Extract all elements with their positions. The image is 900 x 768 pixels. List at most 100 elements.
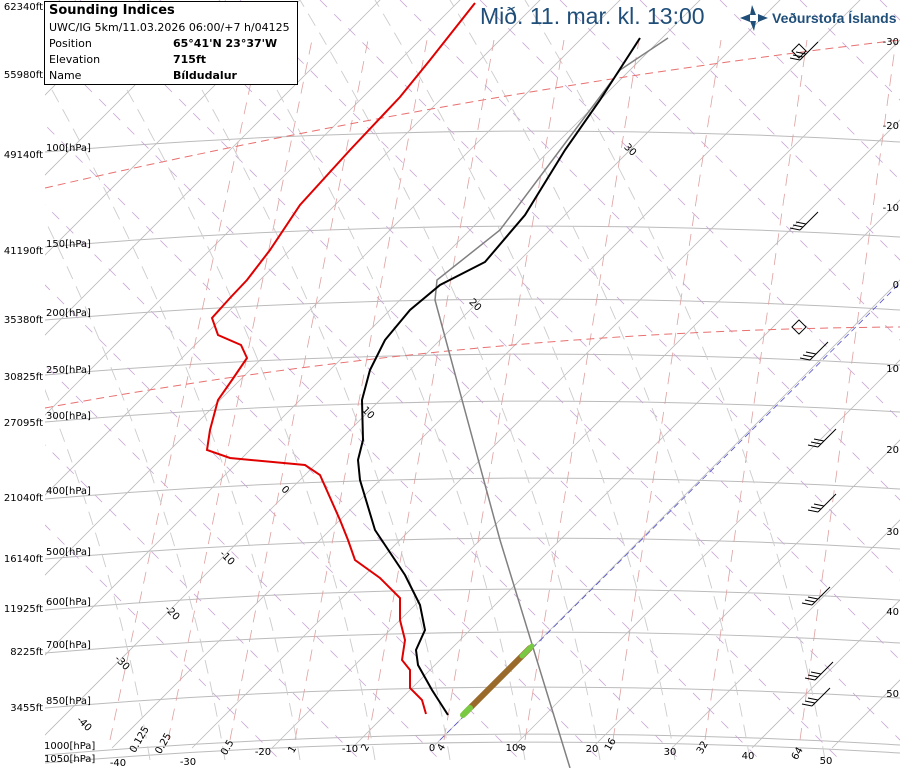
altitude-label: 49140ft (4, 150, 43, 161)
dry-adiabat-line (45, 124, 681, 761)
dry-adiabat-line (79, 0, 841, 761)
temperature-line (356, 37, 641, 716)
altitude-label: 16140ft (4, 554, 43, 565)
mixing-ratio-label: 16 (603, 736, 619, 753)
dry-adiabat-line (879, 0, 900, 21)
isotherm-line (751, 599, 900, 749)
info-label: Position (49, 37, 92, 50)
wind-barb-icon (807, 493, 837, 513)
mixing-ratio-line (443, 39, 565, 741)
adiabat-label: -10 (217, 549, 236, 568)
barb-flag (813, 438, 825, 442)
vedurstofa-logo: Veðurstofa Íslands (740, 5, 896, 31)
mixing-ratio-label: 4 (435, 742, 448, 753)
bottom-temp-label: 0 (429, 743, 435, 754)
pressure-label: 100[hPa] (46, 143, 91, 154)
altitude-label: 55980ft (4, 70, 43, 81)
isotherm-line (591, 439, 900, 749)
barb-flag (801, 703, 813, 707)
right-temp-label: 10 (886, 364, 899, 375)
barb-flag (807, 697, 819, 701)
tropopause-line (45, 39, 900, 189)
dry-adiabat-line (479, 0, 900, 421)
adiabat-label: -20 (162, 604, 181, 623)
info-row-elevation: Elevation 715ft (49, 52, 293, 68)
isobar-line (45, 353, 900, 376)
mixing-ratio-label: 32 (695, 739, 711, 756)
wind-barb-icon (804, 661, 834, 681)
mixing-ratio-label: 0.5 (219, 738, 236, 757)
isotherm-line (431, 279, 900, 749)
mixing-ratio-label: 0.25 (154, 731, 175, 756)
altitude-label: 35380ft (4, 315, 43, 326)
reference-line (45, 326, 900, 409)
info-row-position: Position 65°41'N 23°37'W (49, 36, 293, 52)
isotherm-line (45, 0, 541, 496)
barb-flag (795, 51, 807, 55)
barb-flag (810, 671, 822, 675)
bottom-temp-label: 10 (506, 743, 519, 754)
moist-adiabat-line (74, 0, 376, 761)
bottom-temp-label: -20 (255, 747, 271, 758)
right-temp-label: 20 (886, 445, 899, 456)
moist-adiabat-line (524, 0, 826, 761)
pressure-label: 850[hPa] (46, 696, 91, 707)
pressure-label: 150[hPa] (46, 239, 91, 250)
barb-flag (789, 57, 801, 61)
barb-flag (810, 441, 822, 445)
isotherm-line (45, 0, 221, 176)
boundary-layer-top (519, 643, 535, 659)
bottom-temp-label: -30 (180, 757, 196, 768)
info-title: Sounding Indices (49, 3, 175, 18)
barb-flag (804, 599, 816, 603)
moist-adiabat-line (149, 0, 451, 761)
isobar-line (45, 741, 900, 764)
isotherm-line (351, 199, 900, 749)
mixing-ratio-line (367, 39, 495, 741)
barb-flag (789, 227, 801, 231)
barb-flag (810, 506, 822, 510)
mixing-ratio-label: 1 (286, 744, 299, 755)
barb-flag (801, 602, 813, 606)
pressure-label: 200[hPa] (46, 308, 91, 319)
dry-adiabat-line (799, 0, 900, 101)
dry-adiabat-line (45, 44, 761, 761)
isobar-line (45, 631, 900, 654)
right-temp-label: 40 (886, 607, 899, 618)
pressure-label: 700[hPa] (46, 640, 91, 651)
barb-flag (805, 351, 817, 355)
moist-adiabat-line (224, 0, 526, 761)
barb-flag (802, 354, 814, 358)
isobar-line (45, 225, 900, 248)
altitude-label: 21040ft (4, 493, 43, 504)
forecast-time-title: Mið. 11. mar. kl. 13:00 (480, 3, 705, 29)
isobar-line (45, 477, 900, 500)
boundary-layer-line (462, 645, 533, 716)
moist-adiabat-line (374, 0, 676, 761)
tropopause-marker-icon (791, 319, 807, 335)
barb-flag (813, 503, 825, 507)
altitude-label: 62340ft (4, 2, 43, 13)
model-run: UWC/IG 5km/11.03.2026 06:00/+7 h/04125 (49, 21, 290, 34)
mixing-ratio-label: 8 (516, 742, 529, 753)
barb-flag (792, 224, 804, 228)
barb-flag (804, 700, 816, 704)
pressure-label: 300[hPa] (46, 411, 91, 422)
isobar-line (45, 298, 900, 321)
pressure-label: 250[hPa] (46, 365, 91, 376)
bottom-temp-label: 20 (586, 744, 599, 755)
bottom-temp-label: -40 (110, 758, 126, 768)
moist-adiabat-line (45, 76, 301, 761)
right-temp-label: 30 (886, 527, 899, 538)
altitude-label: 8225ft (10, 647, 43, 658)
mixing-ratio-label: 2 (359, 742, 372, 753)
isotherm-line (45, 0, 781, 736)
wind-barb-icon (789, 41, 819, 61)
pressure-label: 600[hPa] (46, 597, 91, 608)
bottom-temp-label: 50 (820, 756, 833, 767)
altitude-label: 30825ft (4, 372, 43, 383)
isotherm-line (45, 0, 461, 416)
dry-adiabat-line (319, 0, 900, 581)
isotherm-line (271, 119, 900, 749)
logo-icon (740, 5, 768, 31)
